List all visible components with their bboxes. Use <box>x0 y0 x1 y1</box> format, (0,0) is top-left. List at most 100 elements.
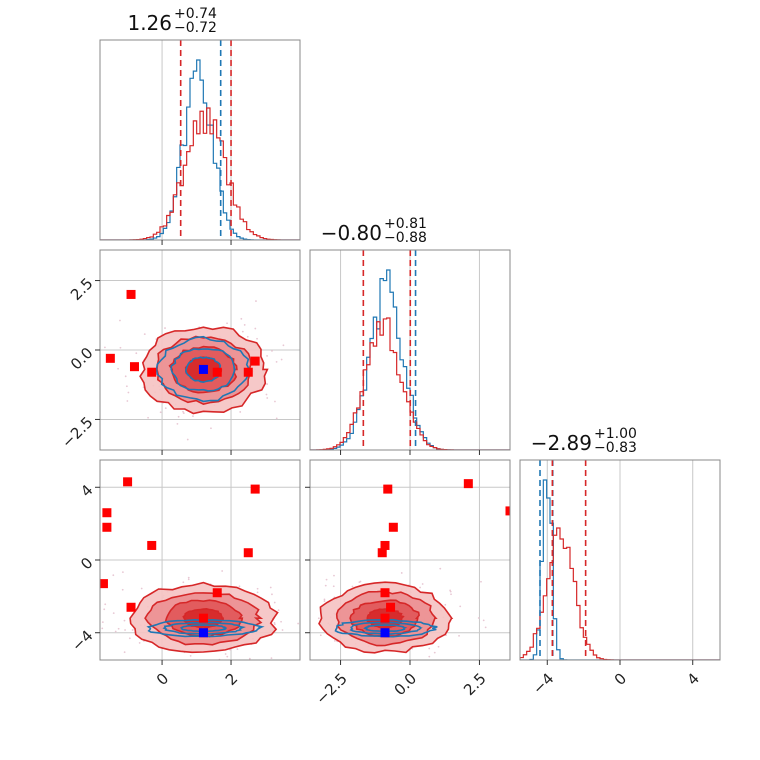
sample-point <box>436 664 438 666</box>
blue-marker <box>380 628 390 638</box>
y-tick-label: 2.5 <box>67 274 97 304</box>
sample-point <box>318 651 320 653</box>
sample-point <box>282 344 285 347</box>
sample-point <box>121 571 124 574</box>
sample-point <box>271 350 273 352</box>
sample-point <box>323 600 326 602</box>
title-value: 1.26 <box>127 11 172 35</box>
sample-point <box>119 346 122 349</box>
sample-point <box>379 671 381 673</box>
title-err-plus: +0.74 <box>174 6 217 22</box>
red-marker <box>129 362 139 372</box>
sample-point <box>297 622 300 625</box>
blue-marker <box>198 628 208 638</box>
sample-point <box>127 391 130 394</box>
red-marker <box>243 548 253 558</box>
sample-point <box>123 619 126 622</box>
sample-point <box>226 322 228 325</box>
sample-point <box>381 666 383 668</box>
red-marker <box>388 522 398 532</box>
sample-point <box>117 367 119 370</box>
sample-point <box>210 427 212 430</box>
sample-point <box>125 385 128 388</box>
panel-r2-c2 <box>519 459 721 665</box>
sample-point <box>236 648 239 651</box>
sample-point <box>256 337 258 340</box>
y-tick-labels-row2: −4 0 4 <box>68 481 96 655</box>
sample-point <box>123 651 126 654</box>
sample-point <box>273 621 276 624</box>
sample-point <box>192 415 194 418</box>
sample-point <box>182 410 184 413</box>
sample-point <box>271 593 273 596</box>
panel-plot-area <box>100 250 300 450</box>
sample-point <box>103 608 106 611</box>
contour-blue-level <box>180 624 227 633</box>
sample-point <box>104 603 107 606</box>
title-value: −0.80 <box>321 221 382 245</box>
x-tick-label: 0.0 <box>391 670 421 700</box>
contour-blue-level <box>146 618 265 638</box>
red-marker <box>126 289 136 299</box>
title-value: −2.89 <box>531 431 592 455</box>
sample-point <box>275 360 278 363</box>
sample-point <box>240 317 243 320</box>
sample-point <box>248 657 251 660</box>
red-marker <box>380 613 390 623</box>
x-tick-label: 0 <box>611 670 630 689</box>
x-tick-label: −4 <box>529 670 557 698</box>
contour-blue-level <box>155 335 252 403</box>
sample-point <box>238 585 241 588</box>
param-title-0: 1.26 +0.74−0.72 <box>127 6 217 36</box>
sample-point <box>333 639 336 642</box>
title-err-plus: +1.00 <box>594 426 637 442</box>
panel-plot-area <box>520 460 720 660</box>
sample-point <box>189 654 192 657</box>
sample-point <box>143 333 146 336</box>
sample-point <box>306 595 308 597</box>
sample-point <box>450 593 452 596</box>
sample-point <box>255 300 257 302</box>
sample-point <box>138 642 141 644</box>
param-title-2: −2.89 +1.00−0.83 <box>531 426 637 456</box>
sample-point <box>351 585 354 588</box>
sample-point <box>266 383 269 385</box>
red-marker <box>105 353 115 363</box>
sample-point <box>112 574 115 577</box>
sample-point <box>332 585 335 588</box>
sample-point <box>459 605 462 608</box>
sample-point <box>188 664 190 666</box>
red-marker <box>250 484 260 494</box>
contour-blue-level <box>349 621 423 635</box>
sample-point <box>140 587 143 590</box>
sample-point <box>317 617 320 620</box>
x-tick-label: 2 <box>222 670 241 689</box>
sample-point <box>266 355 268 357</box>
sample-point <box>256 591 259 594</box>
sample-point <box>324 584 327 587</box>
red-marker <box>463 479 473 489</box>
sample-point <box>112 612 115 615</box>
sample-point <box>254 327 257 330</box>
red-marker <box>212 588 222 598</box>
sample-point <box>392 662 394 664</box>
y-tick-label: 0.0 <box>67 344 97 374</box>
sample-point <box>121 588 124 591</box>
sample-point <box>306 642 308 644</box>
contour-blue-level <box>185 356 222 384</box>
title-err-minus: −0.88 <box>384 230 427 246</box>
y-tick-label: 4 <box>77 481 96 500</box>
sample-point <box>280 358 283 361</box>
sample-point <box>400 572 403 574</box>
sample-point <box>176 422 179 425</box>
panel-r2-c1 <box>305 459 511 673</box>
sample-point <box>147 416 149 419</box>
sample-point <box>164 407 167 410</box>
sample-point <box>266 397 269 399</box>
sample-point <box>241 330 244 333</box>
red-marker <box>383 484 393 494</box>
sample-point <box>274 400 276 403</box>
sample-point <box>428 647 431 650</box>
sample-point <box>226 655 229 658</box>
sample-point <box>221 570 224 572</box>
